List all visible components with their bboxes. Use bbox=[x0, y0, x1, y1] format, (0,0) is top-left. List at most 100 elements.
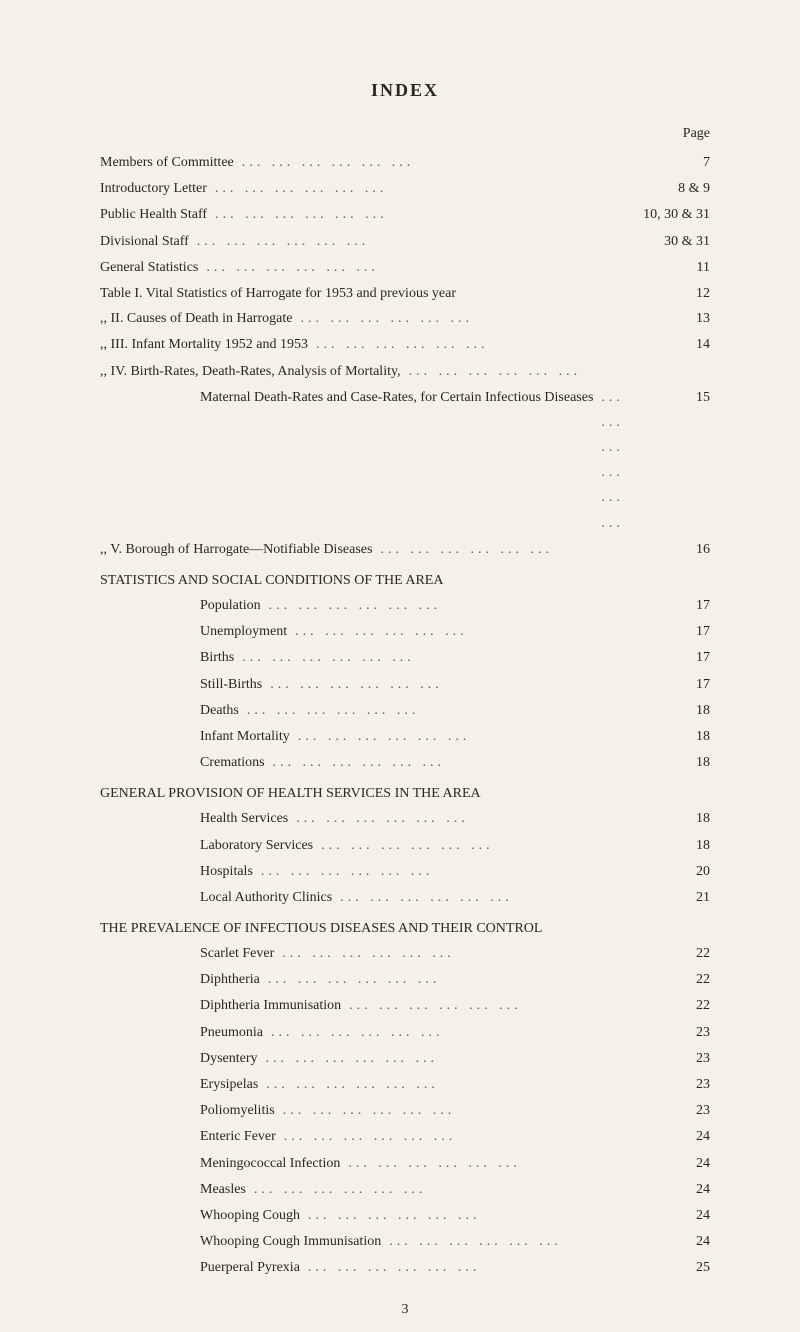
leader-dots: ... ... ... ... ... ... bbox=[254, 1177, 642, 1203]
index-entry: Members of Committee... ... ... ... ... … bbox=[100, 150, 710, 176]
section-header: STATISTICS AND SOCIAL CONDITIONS OF THE … bbox=[100, 573, 710, 589]
entry-page: 12 bbox=[650, 281, 710, 306]
index-entry: Table I. Vital Statistics of Harrogate f… bbox=[100, 281, 710, 306]
entry-page: 24 bbox=[650, 1229, 710, 1254]
leader-dots: ... ... ... ... ... ... bbox=[300, 306, 642, 332]
leader-dots: ... ... ... ... ... ... bbox=[215, 176, 642, 202]
entry-text: Whooping Cough Immunisation bbox=[200, 1229, 381, 1254]
entry-page: 25 bbox=[650, 1255, 710, 1280]
leader-dots: ... ... ... ... ... ... bbox=[215, 202, 635, 228]
entry-page: 18 bbox=[650, 833, 710, 858]
entry-text: Public Health Staff bbox=[100, 202, 207, 227]
entry-text: Still-Births bbox=[200, 672, 262, 697]
leader-dots: ... ... ... ... ... ... bbox=[284, 1124, 642, 1150]
leader-dots: ... ... ... ... ... ... bbox=[283, 1098, 642, 1124]
entry-text: Measles bbox=[200, 1177, 246, 1202]
entry-text: Unemployment bbox=[200, 619, 287, 644]
entry-page: 17 bbox=[650, 672, 710, 697]
section-header: THE PREVALENCE OF INFECTIOUS DISEASES AN… bbox=[100, 921, 710, 937]
section-header: GENERAL PROVISION OF HEALTH SERVICES IN … bbox=[100, 786, 710, 802]
entry-text: Laboratory Services bbox=[200, 833, 313, 858]
entry-text: Infant Mortality bbox=[200, 724, 290, 749]
section-entry: Diphtheria Immunisation... ... ... ... .… bbox=[100, 993, 710, 1019]
index-entry: ,, IV. Birth-Rates, Death-Rates, Analysi… bbox=[100, 359, 710, 385]
entry-text: ,, V. Borough of Harrogate—Notifiable Di… bbox=[100, 537, 372, 562]
leader-dots: ... ... ... ... ... ... bbox=[197, 229, 642, 255]
leader-dots: ... ... ... ... ... ... bbox=[316, 332, 642, 358]
section-entry: Whooping Cough... ... ... ... ... ...24 bbox=[100, 1203, 710, 1229]
section-entry: Meningococcal Infection... ... ... ... .… bbox=[100, 1151, 710, 1177]
entry-text: Deaths bbox=[200, 698, 239, 723]
entry-page: 18 bbox=[650, 698, 710, 723]
index-title: INDEX bbox=[100, 80, 710, 101]
entry-text: Hospitals bbox=[200, 859, 253, 884]
footer-page-number: 3 bbox=[100, 1302, 710, 1318]
leader-dots: ... ... ... ... ... ... bbox=[270, 672, 642, 698]
entry-text: Members of Committee bbox=[100, 150, 234, 175]
leader-dots: ... ... ... ... ... ... bbox=[295, 619, 642, 645]
section-entry: Hospitals... ... ... ... ... ...20 bbox=[100, 859, 710, 885]
entry-text: Puerperal Pyrexia bbox=[200, 1255, 300, 1280]
entry-page: 23 bbox=[650, 1098, 710, 1123]
entry-page: 22 bbox=[650, 993, 710, 1018]
index-entry: ,, II. Causes of Death in Harrogate ... .… bbox=[100, 306, 710, 332]
entry-page: 7 bbox=[650, 150, 710, 175]
leader-dots: ... ... ... ... ... ... bbox=[321, 833, 642, 859]
entry-page: 24 bbox=[650, 1151, 710, 1176]
leader-dots: ... ... ... ... ... ... bbox=[308, 1255, 642, 1281]
index-entry: General Statistics... ... ... ... ... ..… bbox=[100, 255, 710, 281]
index-entry: ,, V. Borough of Harrogate—Notifiable Di… bbox=[100, 537, 710, 563]
entry-text: Poliomyelitis bbox=[200, 1098, 275, 1123]
section-entry: Laboratory Services ... ... ... ... ... .… bbox=[100, 833, 710, 859]
leader-dots: ... ... ... ... ... ... bbox=[298, 724, 642, 750]
page-label: Page bbox=[100, 126, 710, 142]
entry-text: ,, IV. Birth-Rates, Death-Rates, Analysi… bbox=[100, 359, 401, 384]
entry-page: 24 bbox=[650, 1177, 710, 1202]
entry-page: 17 bbox=[650, 645, 710, 670]
leader-dots: ... ... ... ... ... ... bbox=[242, 645, 642, 671]
leader-dots: ... ... ... ... ... ... bbox=[296, 806, 642, 832]
index-entry: Introductory Letter ... ... ... ... ... .… bbox=[100, 176, 710, 202]
entries-container: Members of Committee... ... ... ... ... … bbox=[100, 150, 710, 563]
entry-page: 11 bbox=[650, 255, 710, 280]
entry-page: 23 bbox=[650, 1046, 710, 1071]
leader-dots: ... ... ... ... ... ... bbox=[268, 967, 642, 993]
entry-page: 22 bbox=[650, 967, 710, 992]
entry-text: Health Services bbox=[200, 806, 288, 831]
leader-dots: ... ... ... ... ... ... bbox=[348, 1151, 642, 1177]
leader-dots: ... ... ... ... ... ... bbox=[261, 859, 642, 885]
leader-dots: ... ... ... ... ... ... bbox=[349, 993, 642, 1019]
entry-text: Whooping Cough bbox=[200, 1203, 300, 1228]
entry-page: 24 bbox=[650, 1203, 710, 1228]
entry-text: Table I. Vital Statistics of Harrogate f… bbox=[100, 281, 456, 306]
leader-dots: ... ... ... ... ... ... bbox=[273, 750, 642, 776]
index-entry: ,, III. Infant Mortality 1952 and 1953..… bbox=[100, 332, 710, 358]
leader-dots: ... ... ... ... ... ... bbox=[266, 1046, 642, 1072]
entry-text: Introductory Letter bbox=[100, 176, 207, 201]
leader-dots: ... ... ... ... ... ... bbox=[409, 359, 702, 385]
section-entry: Pneumonia... ... ... ... ... ...23 bbox=[100, 1020, 710, 1046]
section-entry: Scarlet Fever... ... ... ... ... ...22 bbox=[100, 941, 710, 967]
section-entry: Whooping Cough Immunisation... ... ... .… bbox=[100, 1229, 710, 1255]
section-entry: Unemployment... ... ... ... ... ...17 bbox=[100, 619, 710, 645]
section-entry: Erysipelas... ... ... ... ... ...23 bbox=[100, 1072, 710, 1098]
entry-text: Erysipelas bbox=[200, 1072, 258, 1097]
entry-page: 8 & 9 bbox=[650, 176, 710, 201]
entry-text: Births bbox=[200, 645, 234, 670]
entry-page: 30 & 31 bbox=[650, 229, 710, 254]
entry-page: 23 bbox=[650, 1020, 710, 1045]
entry-page: 18 bbox=[650, 806, 710, 831]
index-entry: Maternal Death-Rates and Case-Rates, for… bbox=[100, 385, 710, 537]
leader-dots: ... ... ... ... ... ... bbox=[206, 255, 642, 281]
entry-page: 18 bbox=[650, 724, 710, 749]
section-entry: Dysentery ... ... ... ... ... ... 23 bbox=[100, 1046, 710, 1072]
entry-text: Dysentery bbox=[200, 1046, 258, 1071]
entry-page: 22 bbox=[650, 941, 710, 966]
entry-text: Population bbox=[200, 593, 261, 618]
leader-dots: ... ... ... ... ... ... bbox=[269, 593, 642, 619]
entry-page: 24 bbox=[650, 1124, 710, 1149]
leader-dots: ... ... ... ... ... ... bbox=[340, 885, 642, 911]
entry-text: ,, II. Causes of Death in Harrogate bbox=[100, 306, 292, 331]
entry-page: 23 bbox=[650, 1072, 710, 1097]
entry-text: Divisional Staff bbox=[100, 229, 189, 254]
